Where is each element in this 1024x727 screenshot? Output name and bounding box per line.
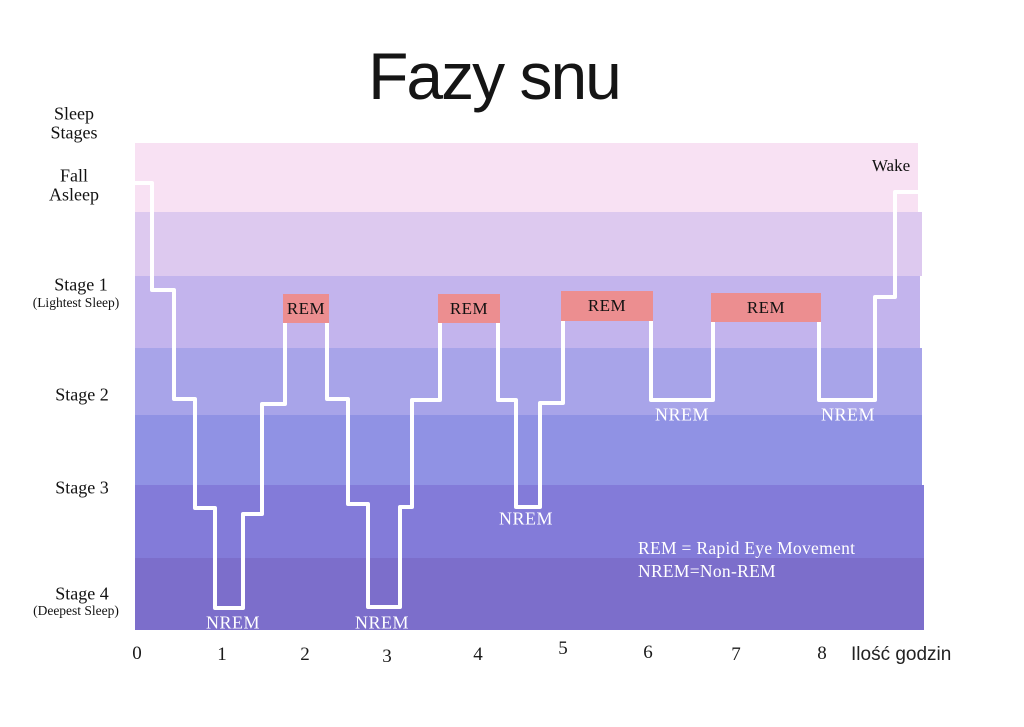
stage-band-6 [135, 485, 924, 558]
x-tick-0: 0 [132, 643, 142, 664]
nrem-label: NREM [654, 404, 710, 425]
stage-label: Stages [50, 122, 98, 143]
nrem-label: NREM [498, 508, 554, 529]
stage-label: (Lightest Sleep) [32, 295, 120, 310]
stage-band-5 [135, 415, 922, 485]
legend-nrem-definition: NREM=Non-REM [638, 561, 776, 581]
stage-band-2 [135, 212, 922, 276]
hours-axis-title: Ilość godzin [851, 644, 952, 665]
x-tick-3: 3 [382, 646, 392, 667]
stage-label: Stage 4 [55, 583, 109, 604]
nrem-label: NREM [820, 404, 876, 425]
stage-band-7 [135, 558, 924, 630]
x-tick-7: 7 [731, 644, 741, 665]
sleep-depth-line [135, 181, 918, 610]
chart-title: Fazy snu [368, 39, 622, 113]
x-tick-5: 5 [558, 638, 568, 659]
x-tick-4: 4 [473, 644, 483, 665]
stage-label: Fall [59, 165, 89, 186]
legend-rem-definition: REM = Rapid Eye Movement [638, 538, 856, 558]
nrem-label: NREM [205, 612, 261, 633]
rem-box: REM [561, 291, 653, 321]
rem-box: REM [438, 294, 500, 323]
rem-box: REM [283, 294, 329, 323]
stage-label: Stage 2 [55, 384, 109, 405]
wake-annotation: Wake [871, 156, 911, 175]
x-tick-2: 2 [300, 644, 310, 665]
nrem-label: NREM [354, 612, 410, 633]
stage-label: Stage 1 [54, 274, 108, 295]
stage-label: Sleep [54, 103, 94, 124]
x-tick-1: 1 [217, 644, 227, 665]
stage-label: (Deepest Sleep) [33, 603, 119, 618]
rem-box: REM [711, 293, 821, 322]
stage-band-1 [135, 143, 918, 212]
x-tick-6: 6 [643, 642, 653, 663]
stage-label: Stage 3 [55, 477, 109, 498]
x-tick-8: 8 [817, 643, 827, 664]
stage-label: Asleep [49, 184, 99, 205]
